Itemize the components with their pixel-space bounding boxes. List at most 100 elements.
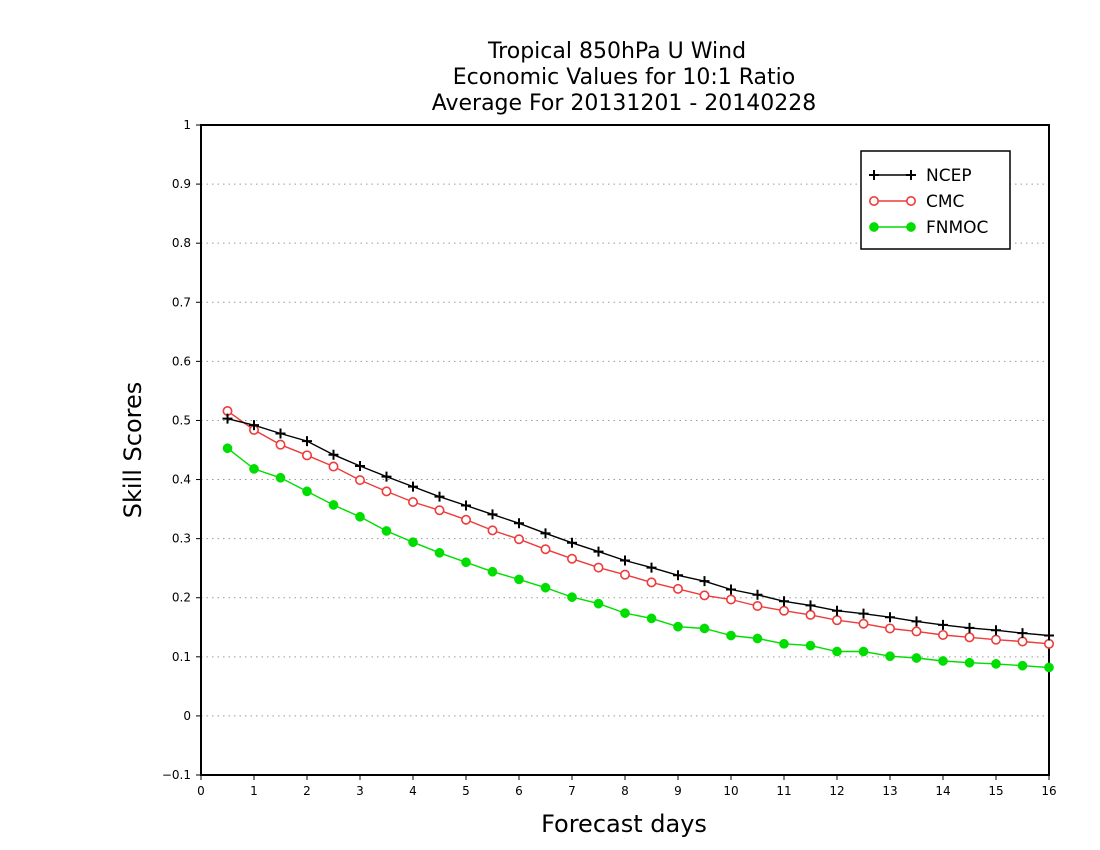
x-tick-label: 6	[515, 784, 523, 798]
y-tick-label: 0.6	[172, 354, 191, 368]
data-point	[991, 659, 1001, 669]
x-tick-label: 2	[303, 784, 311, 798]
chart-title: Tropical 850hPa U Wind Economic Values f…	[432, 39, 817, 116]
data-point	[487, 509, 498, 520]
y-tick-label: 1	[183, 118, 191, 132]
data-point	[408, 481, 418, 492]
data-point	[646, 613, 657, 624]
y-axis-label: Skill Scores	[119, 382, 147, 519]
data-point	[275, 428, 286, 439]
data-point	[566, 553, 577, 564]
data-point	[514, 574, 524, 585]
data-point	[832, 646, 842, 657]
data-point	[249, 464, 259, 474]
legend-label: FNMOC	[926, 218, 988, 238]
x-tick-label: 11	[776, 784, 791, 798]
chart-title-line-3: Average For 20131201 - 20140228	[432, 91, 817, 116]
data-point	[567, 537, 577, 548]
data-point	[540, 528, 551, 539]
data-point	[726, 630, 736, 641]
x-tick-label: 1	[250, 784, 258, 798]
data-point	[1044, 638, 1055, 649]
x-tick-label: 7	[568, 784, 576, 798]
data-point	[1017, 628, 1028, 639]
y-tick-label: 0.1	[172, 650, 191, 664]
data-point	[869, 170, 879, 180]
data-point	[222, 443, 233, 454]
x-tick-label: 9	[674, 784, 682, 798]
legend: NCEP CMC FNMOC	[860, 150, 1011, 250]
data-point	[487, 566, 498, 577]
data-point	[567, 592, 577, 602]
series-cmc	[222, 405, 1055, 649]
legend-item-fnmoc: FNMOC	[869, 218, 988, 238]
data-point	[381, 471, 392, 482]
x-tick-label: 5	[462, 784, 470, 798]
x-tick-label: 15	[988, 784, 1003, 798]
data-point	[275, 472, 286, 483]
data-point	[646, 562, 657, 573]
y-axis: −0.1 0 0.1 0.2 0.3 0.4 0.5 0.6 0.7 0.8 0.9 1	[162, 118, 201, 782]
series-fnmoc	[222, 443, 1054, 673]
data-point	[540, 582, 551, 593]
legend-label: CMC	[926, 192, 964, 212]
x-tick-label: 16	[1041, 784, 1056, 798]
data-point	[964, 657, 975, 668]
data-point	[884, 623, 895, 634]
x-tick-label: 10	[723, 784, 738, 798]
data-point	[906, 222, 916, 232]
data-point	[1044, 662, 1054, 673]
data-point	[328, 500, 339, 510]
data-point	[805, 609, 816, 620]
data-point	[831, 615, 842, 626]
data-point	[779, 638, 789, 649]
y-tick-label: 0.4	[172, 473, 191, 487]
y-tick-label: 0.2	[172, 591, 191, 605]
data-point	[222, 413, 233, 424]
data-point	[355, 511, 365, 522]
data-point	[354, 475, 365, 486]
data-point	[868, 196, 879, 207]
series-line	[227, 418, 1050, 637]
data-point	[885, 612, 895, 623]
series-line	[227, 447, 1050, 669]
data-point	[699, 623, 710, 634]
data-point	[938, 619, 948, 630]
data-point	[906, 170, 916, 180]
data-point	[991, 625, 1001, 636]
y-tick-label: 0.9	[172, 177, 191, 191]
legend-box	[860, 150, 1011, 250]
data-point	[779, 596, 789, 607]
data-point	[752, 633, 763, 644]
data-point	[964, 632, 975, 643]
x-tick-label: 4	[409, 784, 417, 798]
data-point	[869, 222, 879, 232]
data-point	[461, 557, 471, 568]
x-axis-label: Forecast days	[541, 810, 707, 838]
data-point	[540, 544, 551, 555]
y-tick-label: 0	[183, 709, 191, 723]
x-axis: 0 1 2 3 4 5 6 7 8 9 10 11 12 13 14 15 16	[197, 775, 1057, 798]
data-point	[408, 537, 418, 548]
grid	[201, 183, 1049, 717]
data-point	[593, 598, 604, 609]
data-point	[937, 629, 948, 640]
data-point	[620, 608, 630, 618]
data-point	[513, 534, 524, 545]
data-point	[593, 546, 604, 557]
data-point	[619, 569, 630, 580]
series-ncep	[222, 413, 1054, 641]
data-point	[328, 449, 339, 460]
data-point	[593, 562, 604, 573]
data-point	[911, 616, 922, 627]
data-point	[434, 491, 445, 502]
data-point	[699, 590, 710, 601]
data-point	[646, 577, 657, 588]
data-point	[752, 589, 763, 600]
legend-label: NCEP	[926, 166, 972, 186]
data-point	[699, 576, 710, 587]
data-point	[381, 526, 392, 536]
data-point	[407, 496, 418, 507]
data-point	[355, 460, 365, 471]
data-point	[302, 436, 312, 447]
